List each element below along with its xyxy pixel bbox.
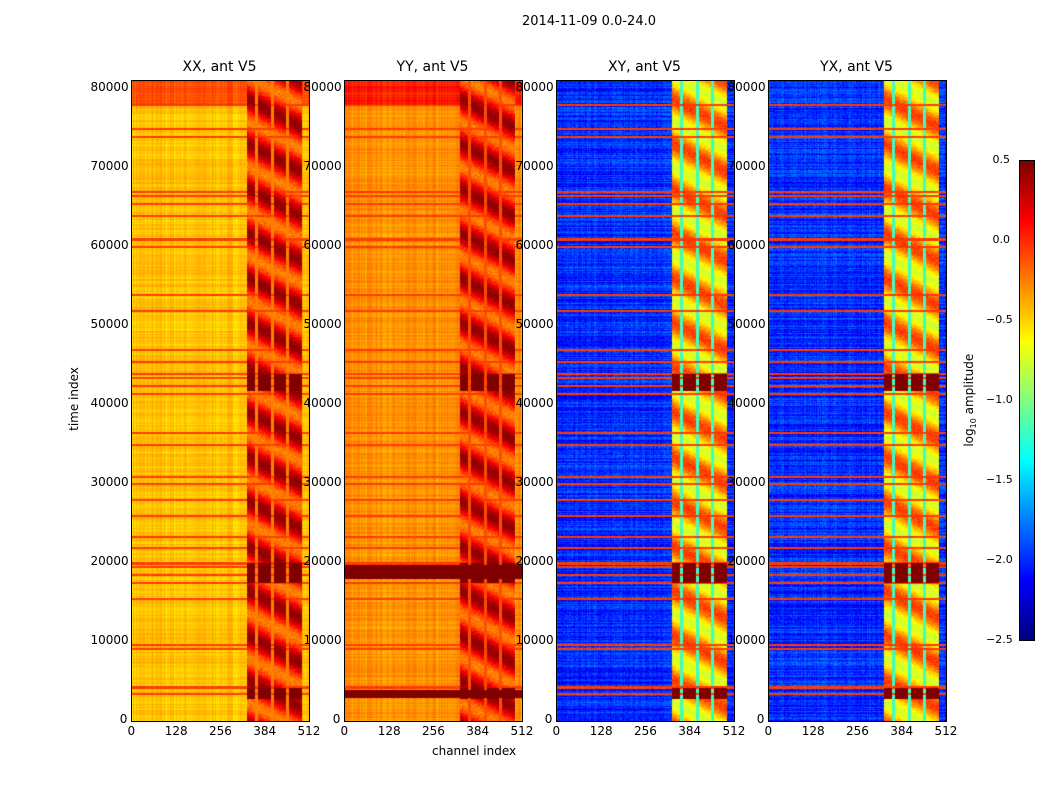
x-tick-label: 128 [377,724,401,738]
y-tick-label: 80000 [303,79,342,94]
x-tick-label: 512 [722,724,746,738]
y-tick-label: 70000 [303,158,342,173]
y-tick-label: 70000 [727,158,766,173]
y-tick-label: 0 [332,712,341,726]
colorbar-tick-label: −1.5 [986,473,1013,486]
y-tick-label: 30000 [727,474,766,489]
y-tick-label: 40000 [90,395,129,410]
x-tick-label: 256 [422,724,445,738]
x-tick-label: 256 [634,724,657,738]
y-tick-label: 30000 [515,474,554,489]
heatmap-yx [768,80,947,722]
y-tick-label: 80000 [90,79,129,94]
y-tick-label: 80000 [515,79,554,94]
colorbar [1019,160,1035,641]
x-tick-label: 128 [589,724,613,738]
y-tick-label: 60000 [727,237,766,252]
y-axis-label: time index [67,367,81,431]
colorbar-tick-label: −0.5 [986,313,1013,326]
y-tick-label: 70000 [515,158,554,173]
colorbar-tick-label: 0.5 [992,153,1011,166]
y-tick-label: 30000 [303,474,342,489]
y-tick-label: 50000 [727,316,766,331]
y-tick-label: 50000 [303,316,342,331]
panel-title: YX, ant V5 [820,59,893,75]
x-tick-label: 384 [890,724,914,738]
colorbar-tick-label: 0.0 [992,233,1011,246]
y-tick-label: 60000 [515,237,554,252]
x-tick-label: 384 [466,724,490,738]
y-tick-label: 70000 [90,158,129,173]
colorbar-tick-label: −2.0 [986,553,1013,566]
y-tick-label: 60000 [303,237,342,252]
y-tick-label: 20000 [303,553,342,568]
colorbar-tick-label: −1.0 [986,393,1013,406]
y-tick-label: 40000 [515,395,554,410]
y-tick-label: 20000 [90,553,129,568]
y-tick-label: 10000 [727,632,766,647]
y-tick-label: 10000 [90,632,129,647]
heatmap-yy [344,80,523,722]
x-tick-label: 256 [846,724,869,738]
x-tick-label: 512 [510,724,534,738]
x-tick-label: 512 [297,724,321,738]
y-tick-label: 60000 [90,237,129,252]
x-tick-label: 0 [764,724,773,738]
y-tick-label: 50000 [515,316,554,331]
heatmap-xy [556,80,735,722]
x-tick-label: 0 [340,724,349,738]
panel-title: XY, ant V5 [608,59,681,75]
x-tick-label: 128 [164,724,188,738]
y-tick-label: 10000 [303,632,342,647]
y-tick-label: 10000 [515,632,554,647]
y-tick-label: 40000 [303,395,342,410]
y-tick-label: 20000 [727,553,766,568]
x-tick-label: 256 [209,724,232,738]
x-tick-label: 128 [801,724,825,738]
figure-title: 2014-11-09 0.0-24.0 [522,14,656,29]
colorbar-tick-label: −2.5 [986,633,1013,646]
colorbar-label: log10 amplitude [961,353,979,447]
x-tick-label: 0 [127,724,136,738]
x-tick-label: 384 [678,724,702,738]
y-tick-label: 80000 [727,79,766,94]
heatmap-xx [131,80,310,722]
y-tick-label: 40000 [727,395,766,410]
x-axis-label: channel index [432,744,517,758]
panel-title: YY, ant V5 [396,59,469,75]
x-tick-label: 384 [253,724,277,738]
y-tick-label: 0 [544,712,553,726]
y-tick-label: 0 [756,712,765,726]
y-tick-label: 0 [119,712,128,726]
x-tick-label: 0 [552,724,561,738]
y-tick-label: 50000 [90,316,129,331]
x-tick-label: 512 [934,724,958,738]
y-tick-label: 20000 [515,553,554,568]
y-tick-label: 30000 [90,474,129,489]
panel-title: XX, ant V5 [182,59,257,75]
